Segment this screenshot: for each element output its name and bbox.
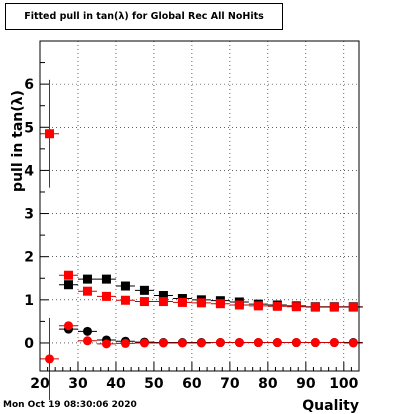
y-tick-label: 0 (24, 336, 34, 352)
x-tick-label: 50 (144, 376, 164, 392)
plot-frame (39, 40, 360, 372)
square-marker (82, 274, 92, 284)
circle-marker (63, 321, 73, 331)
square-marker (310, 302, 320, 312)
axes: 0 1 2 3 4 5 6 20 30 40 50 60 70 80 90 100 (24, 62, 360, 392)
square-marker (120, 295, 130, 305)
x-tick-label: 70 (220, 376, 240, 392)
x-tick-label: 60 (182, 376, 202, 392)
square-marker (329, 302, 339, 312)
circle-marker (310, 338, 320, 348)
circle-marker (234, 338, 244, 348)
square-marker (101, 274, 111, 284)
circle-marker (348, 338, 358, 348)
square-marker (348, 302, 358, 312)
square-marker (196, 298, 206, 308)
chart-title: Fitted pull in tan(λ) for Global Rec All… (24, 11, 264, 22)
square-marker (158, 291, 168, 301)
square-marker (139, 297, 149, 307)
grid (39, 41, 359, 371)
y-axis-label: pull in tan(λ) (10, 90, 26, 192)
y-tick-label: 6 (24, 77, 34, 93)
y-tick-label: 1 (24, 293, 34, 309)
circle-marker (120, 338, 130, 348)
x-tick-label: 100 (329, 376, 358, 392)
circle-marker (158, 338, 168, 348)
square-marker (253, 301, 263, 311)
circle-marker (272, 338, 282, 348)
circle-marker (139, 338, 149, 348)
square-marker (215, 299, 225, 309)
y-tick-label: 4 (24, 163, 34, 179)
square-marker (63, 270, 73, 280)
square-marker (101, 291, 111, 301)
chart-title-box: Fitted pull in tan(λ) for Global Rec All… (5, 3, 283, 30)
square-marker (44, 129, 54, 139)
error-bars (40, 79, 363, 400)
circle-marker (291, 338, 301, 348)
circle-marker (101, 339, 111, 349)
circle-marker (196, 338, 206, 348)
x-tick-label: 30 (68, 376, 88, 392)
y-tick-label: 3 (24, 207, 34, 223)
square-marker (158, 297, 168, 307)
x-tick-label: 40 (106, 376, 126, 392)
square-marker (291, 302, 301, 312)
square-marker (234, 300, 244, 310)
square-marker (63, 280, 73, 290)
square-marker (139, 285, 149, 295)
x-axis-label: Quality (302, 398, 359, 414)
square-marker (272, 301, 282, 311)
square-marker (82, 286, 92, 296)
circle-marker (215, 338, 225, 348)
circle-marker (253, 338, 263, 348)
circle-marker (82, 326, 92, 336)
circle-marker (329, 338, 339, 348)
x-tick-label: 80 (258, 376, 278, 392)
y-tick-label: 5 (24, 120, 34, 136)
x-tick-label: 90 (296, 376, 316, 392)
circle-marker (44, 354, 54, 364)
x-tick-label: 20 (30, 376, 50, 392)
circle-marker (82, 336, 92, 346)
data-marks (44, 129, 358, 364)
circle-marker (177, 338, 187, 348)
y-tick-label: 2 (24, 250, 34, 266)
square-marker (177, 297, 187, 307)
timestamp: Mon Oct 19 08:30:06 2020 (3, 400, 137, 410)
square-marker (120, 281, 130, 291)
